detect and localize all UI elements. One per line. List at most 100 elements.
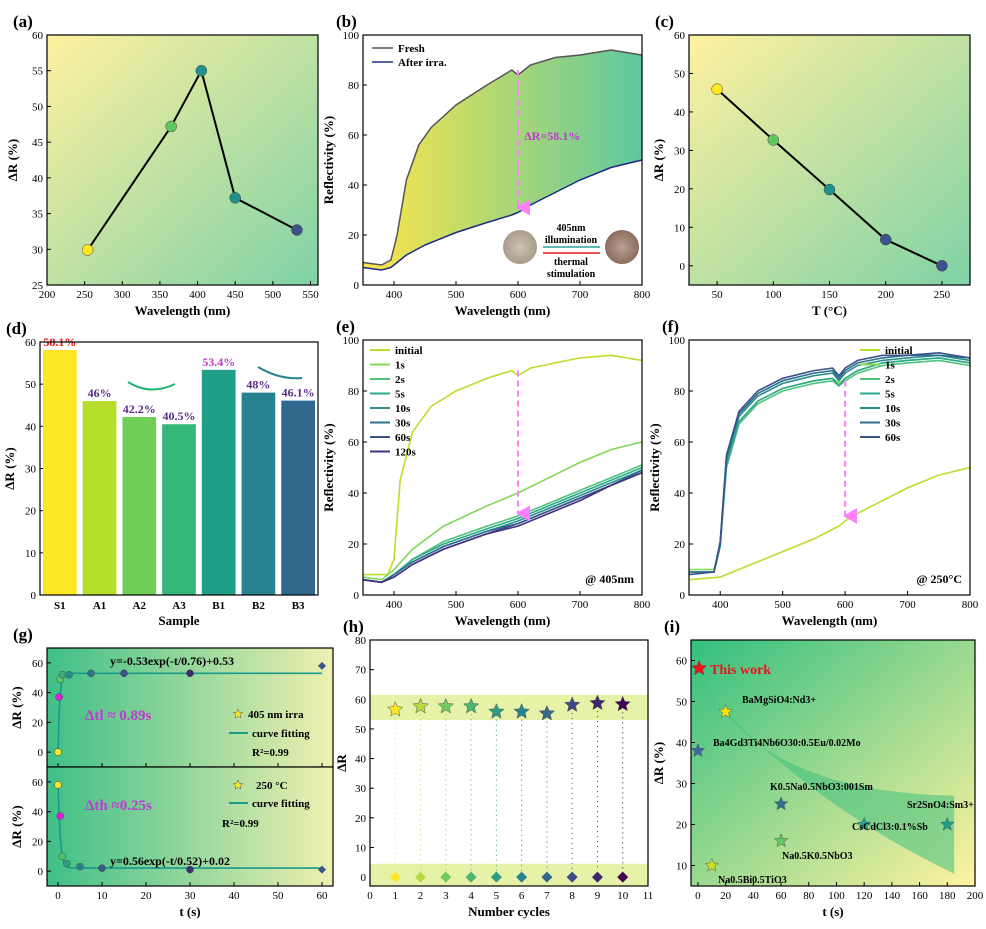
y-axis-title: Reflectivity (%) — [647, 423, 662, 511]
legend-label: 2s — [395, 374, 406, 386]
y-tick-label: 40 — [348, 488, 360, 500]
data-point — [591, 871, 603, 883]
fit-equation: y=0.56exp(-t/0.52)+0.02 — [110, 854, 230, 868]
data-point — [54, 781, 62, 789]
x-tick-label: 0 — [367, 890, 373, 902]
y-tick-label: 45 — [32, 137, 44, 149]
delta-r-annotation: ΔR=58.1% — [524, 129, 580, 143]
y-tick-label: 30 — [355, 783, 367, 795]
plot-frame — [39, 341, 319, 596]
condition-note: @ 250°C — [916, 572, 962, 586]
y-tick-label: 40 — [25, 421, 37, 433]
legend-label: 10s — [885, 403, 901, 415]
y-tick-label: 20 — [348, 539, 360, 551]
series-line-fresh — [362, 49, 643, 266]
data-point — [186, 865, 194, 874]
x-axis-title: t (s) — [179, 904, 200, 919]
x-tick-label: 140 — [884, 890, 901, 902]
x-tick-label: 500 — [265, 289, 282, 301]
y-tick-label: 40 — [355, 754, 367, 766]
y-tick-label: 80 — [355, 635, 367, 647]
x-tick-label: 0 — [55, 890, 61, 902]
x-tick-label: 40 — [748, 890, 760, 902]
x-axis-title: Wavelength (nm) — [782, 613, 878, 628]
data-point — [81, 244, 94, 256]
panel-label: (d) — [6, 319, 27, 338]
category-label: S1 — [54, 600, 66, 612]
series-line-1s — [689, 357, 971, 571]
legend-label: 1s — [395, 360, 406, 372]
high-state-band — [370, 694, 648, 721]
data-point — [387, 701, 404, 717]
x-tick-label: 600 — [837, 599, 854, 611]
data-point — [538, 704, 556, 721]
sample-disc-fresh — [503, 230, 537, 264]
y-tick-label: 20 — [32, 717, 44, 729]
reflectivity-difference-area — [363, 50, 642, 270]
x-tick-label: 800 — [962, 599, 979, 611]
legend-label: 5s — [885, 389, 896, 401]
series-line-after-irra — [362, 159, 643, 271]
bar — [82, 401, 117, 595]
data-point — [291, 224, 303, 236]
x-axis-title: Wavelength (nm) — [455, 303, 551, 318]
x-tick-label: 11 — [643, 890, 654, 902]
x-tick-label: 700 — [899, 599, 916, 611]
panel-label: (c) — [655, 12, 674, 31]
point-label: Ba4Gd3Ti4Nb6O30:0.5Eu/0.02Mo — [713, 738, 861, 749]
x-tick-label: 0 — [695, 890, 701, 902]
axes-a: 200 250 300 350 400 450 500 550 25 30 35 40 45 50 55 60… — [5, 12, 319, 318]
data-point — [437, 697, 455, 714]
point-label: BaMgSiO4:Nd3+ — [742, 695, 816, 706]
data-point — [767, 134, 780, 146]
bar-value-label: 53.4% — [202, 355, 235, 369]
y-tick-label: 0 — [38, 866, 44, 878]
y-tick-label: 40 — [674, 107, 686, 119]
plot-frame — [688, 34, 971, 286]
x-tick-label: 250 — [934, 289, 951, 301]
x-tick-label: 50 — [273, 890, 285, 902]
fit-equation: y=-0.53exp(-t/0.76)+0.53 — [110, 654, 234, 668]
x-axis-title: t (s) — [822, 904, 843, 919]
x-tick-label: 400 — [386, 289, 403, 301]
data-point — [58, 852, 67, 860]
y-tick-label: 80 — [348, 386, 360, 398]
legend-label-fresh: Fresh — [398, 43, 425, 55]
x-axis-title: Sample — [158, 613, 199, 628]
plot-frame — [369, 639, 649, 887]
x-tick-label: 350 — [152, 289, 169, 301]
x-tick-label: 250 — [76, 289, 93, 301]
x-tick-label: 400 — [189, 289, 206, 301]
data-point — [718, 704, 733, 718]
series-line-2s — [689, 359, 971, 573]
y-tick-label: 100 — [343, 335, 360, 347]
plot-frame — [46, 766, 334, 887]
data-point — [690, 659, 708, 676]
data-point — [54, 748, 62, 756]
y-tick-label: 25 — [32, 280, 44, 292]
x-tick-label: 10 — [97, 890, 109, 902]
legend-label: 30s — [395, 418, 411, 430]
legend-label: curve fitting — [252, 798, 310, 810]
plot-frame — [690, 639, 976, 887]
x-tick-label: 160 — [911, 890, 928, 902]
y-tick-label: 0 — [354, 280, 360, 292]
x-tick-label: 60 — [317, 890, 329, 902]
inset-label: thermal — [554, 257, 588, 268]
trend-arrow — [127, 381, 176, 391]
bar-value-label: 42.2% — [123, 402, 156, 416]
y-tick-label: 10 — [676, 861, 688, 873]
sample-disc-irradiated — [605, 230, 639, 264]
y-tick-label: 50 — [674, 68, 686, 80]
legend-label: 1s — [885, 360, 896, 372]
data-point — [488, 703, 505, 719]
data-point — [65, 671, 73, 679]
y-tick-label: 60 — [348, 437, 360, 449]
axes-e: 400 500 600 700 800 0 20 40 60 80 100 initial 1s 2s 5s… — [321, 317, 651, 628]
y-tick-label: 40 — [32, 688, 44, 700]
x-tick-label: 300 — [114, 289, 131, 301]
y-tick-label: 30 — [25, 464, 37, 476]
data-point — [412, 697, 429, 714]
